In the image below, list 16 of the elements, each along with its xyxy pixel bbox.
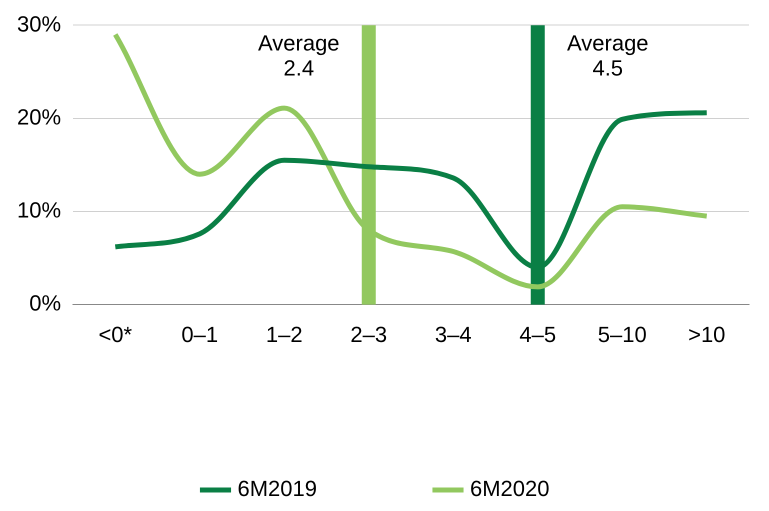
- x-tick-label: 1–2: [266, 322, 303, 347]
- x-tick-label: 0–1: [181, 322, 218, 347]
- legend-label: 6M2020: [470, 476, 550, 502]
- y-tick-label: 30%: [16, 11, 62, 36]
- x-tick-label: <0*: [98, 322, 133, 347]
- y-tick-label: 10%: [16, 198, 62, 223]
- legend-label: 6M2019: [237, 476, 318, 502]
- ref-line-label: Average 2.4: [258, 30, 340, 80]
- x-tick-label: 5–10: [598, 322, 647, 347]
- x-tick-label: 3–4: [434, 322, 472, 347]
- y-tick-label: 0%: [29, 290, 62, 316]
- x-tick-label: 4–5: [519, 322, 556, 347]
- x-tick-label: 2–3: [350, 322, 388, 347]
- y-tick-label: 20%: [16, 104, 62, 130]
- ref-line-label: Average 4.5: [566, 30, 649, 80]
- x-tick-label: >10: [688, 322, 726, 347]
